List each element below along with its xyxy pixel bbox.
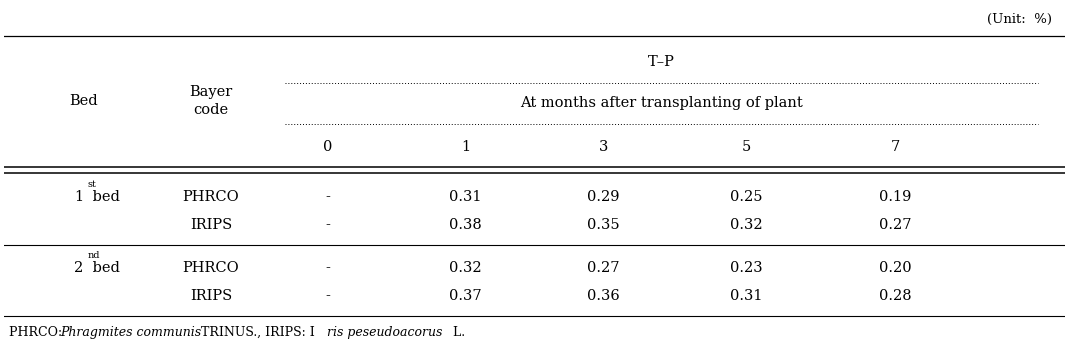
- Text: -: -: [325, 218, 330, 233]
- Text: 2: 2: [75, 262, 83, 275]
- Text: Bed: Bed: [69, 94, 98, 108]
- Text: -: -: [325, 262, 330, 275]
- Text: At months after transplanting of plant: At months after transplanting of plant: [521, 96, 803, 110]
- Text: 3: 3: [599, 140, 608, 154]
- Text: 0.32: 0.32: [449, 262, 482, 275]
- Text: PHRCO:: PHRCO:: [10, 326, 66, 339]
- Text: (Unit:  %): (Unit: %): [987, 12, 1052, 26]
- Text: Bayer
code: Bayer code: [189, 86, 233, 117]
- Text: TRINUS., IRIPS: I: TRINUS., IRIPS: I: [197, 326, 314, 339]
- Text: -: -: [325, 289, 330, 304]
- Text: 7: 7: [890, 140, 900, 154]
- Text: Phragmites communis: Phragmites communis: [60, 326, 201, 339]
- Text: 0.19: 0.19: [879, 190, 911, 204]
- Text: 5: 5: [742, 140, 752, 154]
- Text: 0.35: 0.35: [587, 218, 620, 233]
- Text: IRIPS: IRIPS: [190, 289, 232, 304]
- Text: 0.36: 0.36: [587, 289, 620, 304]
- Text: 0.37: 0.37: [449, 289, 482, 304]
- Text: 1: 1: [75, 190, 83, 204]
- Text: st: st: [88, 180, 97, 189]
- Text: 0.27: 0.27: [879, 218, 912, 233]
- Text: -: -: [325, 190, 330, 204]
- Text: 0.28: 0.28: [879, 289, 912, 304]
- Text: 0.31: 0.31: [449, 190, 482, 204]
- Text: 0: 0: [323, 140, 332, 154]
- Text: 0.23: 0.23: [730, 262, 763, 275]
- Text: PHRCO: PHRCO: [183, 262, 239, 275]
- Text: 1: 1: [461, 140, 470, 154]
- Text: T–P: T–P: [648, 55, 676, 69]
- Text: PHRCO: PHRCO: [183, 190, 239, 204]
- Text: nd: nd: [88, 252, 100, 260]
- Text: ris peseudoacorus: ris peseudoacorus: [327, 326, 443, 339]
- Text: 0.29: 0.29: [587, 190, 620, 204]
- Text: L.: L.: [449, 326, 466, 339]
- Text: 0.20: 0.20: [879, 262, 912, 275]
- Text: bed: bed: [88, 262, 120, 275]
- Text: 0.38: 0.38: [449, 218, 482, 233]
- Text: 0.27: 0.27: [587, 262, 620, 275]
- Text: 0.32: 0.32: [730, 218, 763, 233]
- Text: IRIPS: IRIPS: [190, 218, 232, 233]
- Text: 0.31: 0.31: [730, 289, 763, 304]
- Text: 0.25: 0.25: [730, 190, 763, 204]
- Text: bed: bed: [88, 190, 120, 204]
